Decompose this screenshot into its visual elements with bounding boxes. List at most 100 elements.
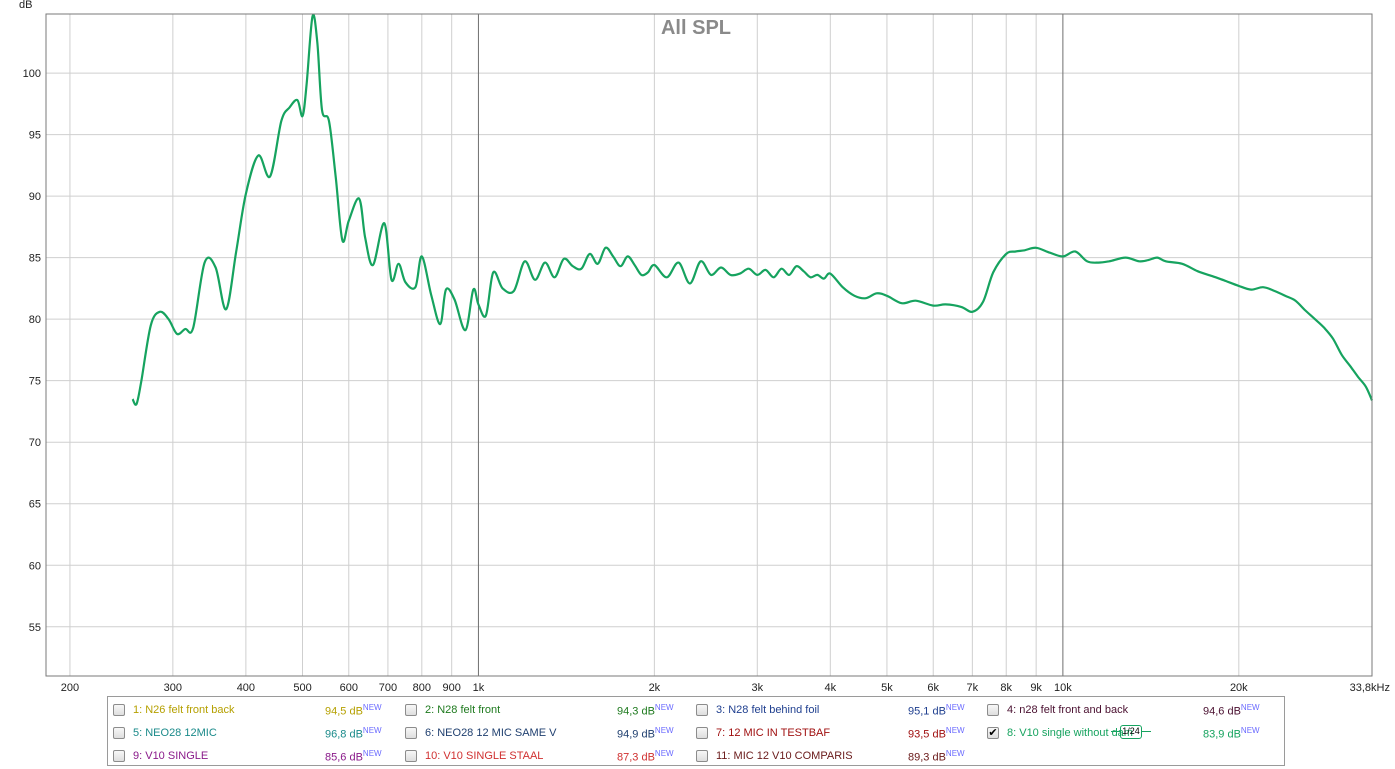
y-tick-label: 100 — [23, 68, 41, 80]
legend-value-text: 85,6 dB — [325, 751, 363, 764]
legend-entry[interactable]: 4: n28 felt front and back 94,6 dBNEW — [987, 700, 1277, 720]
legend-checkbox[interactable]: ✔ — [987, 727, 999, 739]
x-tick-label: 7k — [967, 682, 979, 694]
legend-entry[interactable]: 11: MIC 12 V10 COMPARIS 89,3 dBNEW — [696, 746, 986, 766]
legend-value: 95,1 dBNEW — [908, 703, 965, 718]
new-badge: NEW — [362, 702, 382, 712]
x-tick-label: 9k — [1030, 682, 1042, 694]
legend-value: 89,3 dBNEW — [908, 749, 965, 764]
legend-value-text: 89,3 dB — [908, 751, 946, 764]
legend-checkbox[interactable] — [113, 727, 125, 739]
legend-value: 94,9 dBNEW — [617, 726, 674, 741]
x-tick-label: 700 — [379, 682, 397, 694]
legend-entry[interactable]: ✔ 8: V10 single without dam 1/24 83,9 dBNEW — [987, 723, 1277, 743]
new-badge: NEW — [1240, 702, 1260, 712]
y-tick-label: 90 — [29, 191, 41, 203]
x-tick-label: 5k — [881, 682, 893, 694]
legend-checkbox[interactable] — [405, 727, 417, 739]
legend-label: 2: N28 felt front — [425, 704, 501, 716]
legend-checkbox[interactable] — [405, 704, 417, 716]
legend-checkbox[interactable] — [113, 750, 125, 762]
x-tick-labels: 200 300 400 500 600 700 800 900 1k 2k 3k 4k 5k 6k 7k 8k… — [61, 682, 1390, 694]
x-tick-label: 600 — [340, 682, 358, 694]
legend-label: 11: MIC 12 V10 COMPARIS — [716, 750, 853, 762]
legend-value-text: 83,9 dB — [1203, 728, 1241, 741]
legend-value: 83,9 dBNEW — [1203, 726, 1260, 741]
x-tick-label: 6k — [927, 682, 939, 694]
legend-value: 94,3 dBNEW — [617, 703, 674, 718]
x-tick-label: 2k — [649, 682, 661, 694]
legend-entry[interactable]: 9: V10 SINGLE 85,6 dBNEW — [113, 746, 403, 766]
x-tick-label: 200 — [61, 682, 79, 694]
new-badge: NEW — [362, 725, 382, 735]
legend-value: 94,6 dBNEW — [1203, 703, 1260, 718]
y-tick-label: 65 — [29, 499, 41, 511]
new-badge: NEW — [654, 748, 674, 758]
smoothing-indicator[interactable]: 1/24 — [1111, 725, 1151, 739]
legend-value: 94,5 dBNEW — [325, 703, 382, 718]
x-tick-label: 900 — [443, 682, 461, 694]
legend-value-text: 94,5 dB — [325, 705, 363, 718]
legend-label: 9: V10 SINGLE — [133, 750, 209, 762]
legend-label: 8: V10 single without dam — [1007, 727, 1133, 739]
legend-label: 5: NEO28 12MIC — [133, 727, 217, 739]
x-end-label: 33,8kHz — [1350, 682, 1390, 694]
chart-title: All SPL — [661, 17, 731, 39]
legend-entry[interactable]: 2: N28 felt front 94,3 dBNEW — [405, 700, 695, 720]
legend-value: 96,8 dBNEW — [325, 726, 382, 741]
plot-frame — [45, 13, 1373, 677]
x-tick-label: 3k — [751, 682, 763, 694]
legend-value-text: 94,9 dB — [617, 728, 655, 741]
y-tick-label: 80 — [29, 314, 41, 326]
y-tick-label: 60 — [29, 560, 41, 572]
legend-checkbox[interactable] — [987, 704, 999, 716]
x-tick-label: 4k — [824, 682, 836, 694]
legend-entry[interactable]: 5: NEO28 12MIC 96,8 dBNEW — [113, 723, 403, 743]
x-tick-label: 8k — [1000, 682, 1012, 694]
y-tick-label: 95 — [29, 130, 41, 142]
new-badge: NEW — [654, 702, 674, 712]
legend-label: 1: N26 felt front back — [133, 704, 235, 716]
legend-checkbox[interactable] — [405, 750, 417, 762]
x-tick-label: 1k — [473, 682, 485, 694]
new-badge: NEW — [945, 702, 965, 712]
legend-label: 6: NEO28 12 MIC SAME V — [425, 727, 557, 739]
legend-label: 7: 12 MIC IN TESTBAF — [716, 727, 831, 739]
y-tick-label: 75 — [29, 376, 41, 388]
legend-value-text: 94,3 dB — [617, 705, 655, 718]
legend-checkbox[interactable] — [696, 704, 708, 716]
series-line-v10-single-without-dam — [131, 13, 1374, 406]
y-tick-label: 70 — [29, 437, 41, 449]
new-badge: NEW — [945, 725, 965, 735]
legend-entry[interactable]: 3: N28 felt behind foil 95,1 dBNEW — [696, 700, 986, 720]
grid-lines — [46, 14, 1372, 676]
x-tick-label: 800 — [413, 682, 431, 694]
legend-value: 93,5 dBNEW — [908, 726, 965, 741]
legend-value-text: 87,3 dB — [617, 751, 655, 764]
legend-value: 85,6 dBNEW — [325, 749, 382, 764]
new-badge: NEW — [654, 725, 674, 735]
legend-entry[interactable]: 1: N26 felt front back 94,5 dBNEW — [113, 700, 403, 720]
new-badge: NEW — [362, 748, 382, 758]
legend-entry[interactable]: 7: 12 MIC IN TESTBAF 93,5 dBNEW — [696, 723, 986, 743]
x-tick-label: 20k — [1230, 682, 1248, 694]
legend-entry[interactable]: 10: V10 SINGLE STAAL 87,3 dBNEW — [405, 746, 695, 766]
legend-checkbox[interactable] — [113, 704, 125, 716]
legend-value-text: 96,8 dB — [325, 728, 363, 741]
new-badge: NEW — [1240, 725, 1260, 735]
legend-value: 87,3 dBNEW — [617, 749, 674, 764]
new-badge: NEW — [945, 748, 965, 758]
legend-panel: 1: N26 felt front back 94,5 dBNEW 2: N28 f… — [107, 696, 1285, 766]
legend-entry[interactable]: 6: NEO28 12 MIC SAME V 94,9 dBNEW — [405, 723, 695, 743]
legend-label: 10: V10 SINGLE STAAL — [425, 750, 544, 762]
x-tick-label: 500 — [293, 682, 311, 694]
legend-label: 4: n28 felt front and back — [1007, 704, 1129, 716]
legend-checkbox[interactable] — [696, 750, 708, 762]
legend-value-text: 94,6 dB — [1203, 705, 1241, 718]
x-tick-label: 300 — [164, 682, 182, 694]
y-tick-label: 55 — [29, 622, 41, 634]
spl-chart: 55 60 65 70 75 80 85 90 95 100 200 300 400 500 600 700… — [19, 0, 1390, 694]
legend-checkbox[interactable] — [696, 727, 708, 739]
y-axis-label: dB — [19, 0, 32, 11]
legend-value-text: 95,1 dB — [908, 705, 946, 718]
